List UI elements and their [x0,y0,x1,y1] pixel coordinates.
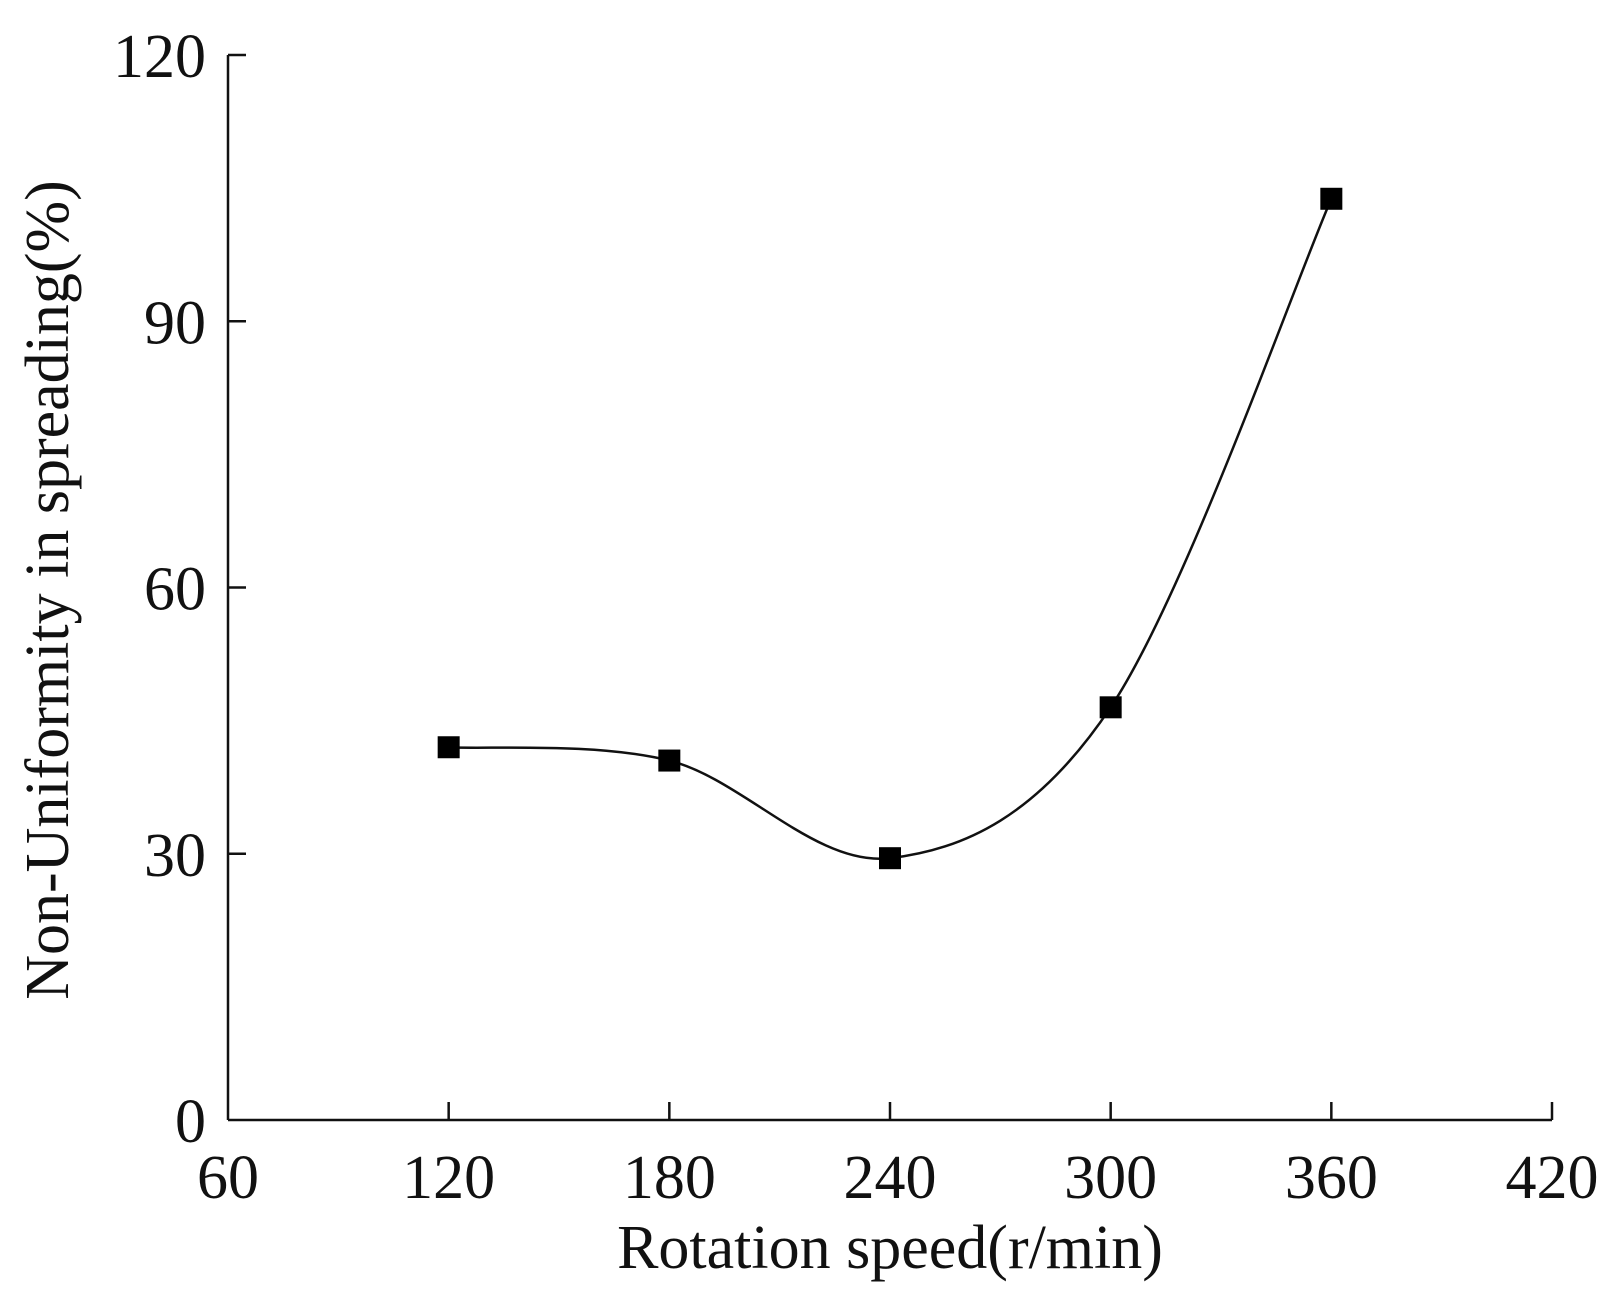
y-tick-label: 60 [144,556,206,624]
series-line [448,198,1333,861]
data-point [1099,696,1122,719]
x-tick-label: 300 [1064,1144,1157,1212]
x-ticks: 60 120 180 240 300 360 420 [197,1102,1599,1212]
y-tick-label: 120 [113,23,206,91]
data-point [879,847,901,870]
y-ticks: 0 30 60 90 120 [113,23,246,1156]
x-tick-label: 60 [197,1144,259,1212]
y-axis-title: Non-Uniformity in spreading(%) [14,180,82,1000]
data-point [658,749,681,772]
x-axis-title: Rotation speed(r/min) [617,1214,1163,1282]
data-point [437,736,460,759]
x-tick-label: 360 [1285,1144,1378,1212]
x-tick-label: 120 [402,1144,495,1212]
plot-area [437,187,1343,870]
x-tick-label: 420 [1506,1144,1599,1212]
x-tick-label: 180 [623,1144,716,1212]
data-point [1320,187,1343,210]
y-tick-label: 90 [144,289,206,357]
axes [226,55,1552,1122]
x-tick-label: 240 [844,1144,937,1212]
y-tick-label: 0 [175,1088,206,1156]
y-tick-label: 30 [144,822,206,890]
